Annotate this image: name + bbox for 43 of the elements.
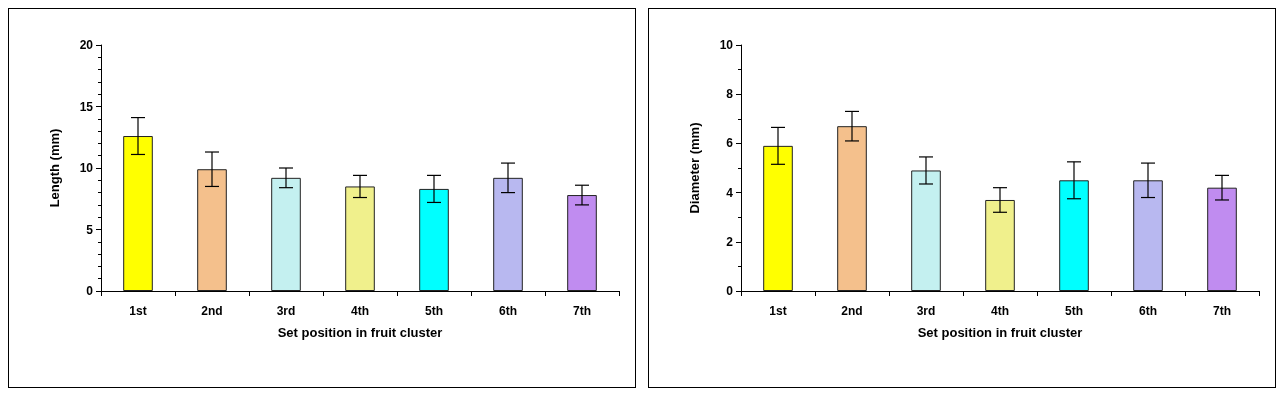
bar: [1059, 180, 1089, 291]
x-tick-label: 1st: [129, 304, 147, 318]
y-tick-label: 10: [719, 38, 734, 52]
bar: [1133, 180, 1163, 291]
bar: [911, 170, 941, 291]
x-tick-label: 2nd: [841, 304, 863, 318]
bar: [1207, 187, 1237, 291]
x-tick-label: 4th: [351, 304, 369, 318]
x-tick-label: 7th: [1213, 304, 1231, 318]
y-tick-label: 15: [79, 99, 94, 114]
bar: [493, 177, 523, 291]
y-tick-label: 4: [726, 185, 734, 200]
bar: [985, 199, 1015, 291]
x-tick-label: 3rd: [916, 304, 936, 318]
y-tick-label: 8: [726, 87, 734, 102]
x-tick-label: 3rd: [276, 304, 296, 318]
bar: [567, 195, 597, 291]
x-tick-label: 6th: [1139, 304, 1157, 318]
bar: [837, 126, 867, 291]
bar: [419, 188, 449, 291]
y-tick-label: 10: [79, 161, 94, 175]
bar: [123, 136, 153, 291]
y-tick-label: 5: [86, 222, 94, 237]
x-tick-label: 5th: [425, 304, 443, 318]
bar: [197, 169, 227, 291]
y-tick-label: 0: [86, 284, 94, 298]
y-tick-label: 6: [726, 136, 734, 151]
x-tick-label: 5th: [1065, 304, 1083, 318]
bar: [271, 177, 301, 291]
x-tick-label: 1st: [769, 304, 787, 318]
y-axis-title: Diameter (mm): [687, 122, 702, 214]
y-tick-label: 0: [726, 284, 734, 298]
x-tick-label: 6th: [499, 304, 517, 318]
y-tick-label: 20: [79, 38, 94, 52]
bar: [345, 186, 375, 291]
y-axis-title: Length (mm): [47, 128, 62, 208]
x-tick-label: 7th: [573, 304, 591, 318]
x-axis-title: Set position in fruit cluster: [917, 325, 1083, 340]
y-tick-label: 2: [726, 234, 734, 249]
x-axis-title: Set position in fruit cluster: [277, 325, 443, 340]
x-tick-label: 4th: [991, 304, 1009, 318]
bar: [763, 145, 793, 291]
x-tick-label: 2nd: [201, 304, 223, 318]
